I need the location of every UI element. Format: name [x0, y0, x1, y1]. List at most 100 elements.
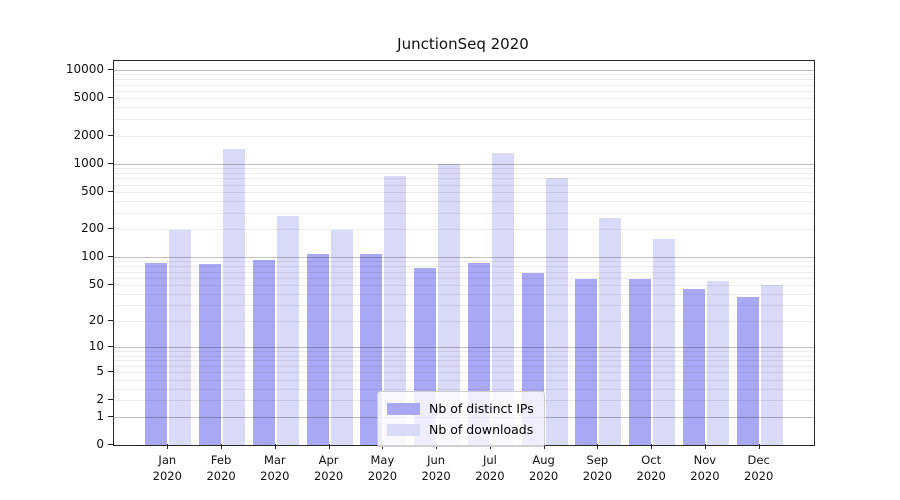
grid-line-major: [114, 257, 814, 259]
grid-line-minor: [114, 74, 814, 76]
bar-downloads: [491, 153, 514, 445]
grid-line-minor: [114, 261, 814, 263]
legend-swatch: [387, 402, 420, 415]
bar-distinct-ips: [736, 296, 759, 445]
bar-distinct-ips: [629, 279, 652, 445]
y-tick-mark: [108, 320, 113, 322]
bar-downloads: [223, 148, 246, 445]
x-tick-mark: [167, 444, 169, 449]
y-tick-mark: [108, 346, 113, 348]
y-tick-label: 20: [88, 313, 104, 328]
bar-distinct-ips: [575, 279, 598, 445]
x-tick-label: Mar 2020: [260, 453, 290, 483]
bar-downloads: [706, 281, 729, 445]
grid-line-minor: [114, 172, 814, 174]
y-tick-label: 2: [96, 392, 104, 407]
y-tick-mark: [108, 97, 113, 99]
grid-line-minor: [114, 212, 814, 214]
y-tick-label: 100: [81, 249, 104, 264]
legend-label: Nb of distinct IPs: [429, 401, 534, 416]
chart-title: JunctionSeq 2020: [397, 35, 529, 53]
y-tick-mark: [108, 228, 113, 230]
grid-line-minor: [114, 135, 814, 137]
grid-line-minor: [114, 79, 814, 81]
bar-downloads: [599, 218, 622, 445]
grid-line-minor: [114, 229, 814, 231]
x-tick-label: Dec 2020: [744, 453, 774, 483]
legend-swatch: [387, 423, 420, 436]
y-tick-label: 500: [81, 183, 104, 198]
bar-downloads: [384, 176, 407, 445]
grid-line-minor: [114, 168, 814, 170]
grid-line-minor: [114, 107, 814, 109]
x-tick-label: Apr 2020: [313, 453, 344, 483]
legend-label: Nb of downloads: [429, 422, 534, 437]
y-tick-mark: [108, 134, 113, 136]
y-tick-label: 10000: [65, 62, 104, 77]
x-tick-mark: [543, 444, 545, 449]
grid-line-major: [114, 70, 814, 72]
grid-line-minor: [114, 201, 814, 202]
y-tick-mark: [108, 256, 113, 258]
y-tick-label: 1: [96, 408, 104, 423]
grid-line-minor: [114, 178, 814, 180]
bar-downloads: [653, 239, 676, 445]
bar-downloads: [438, 163, 461, 445]
grid-line-minor: [114, 119, 814, 121]
x-tick-label: Feb 2020: [206, 453, 236, 483]
y-tick-mark: [108, 190, 113, 192]
bar-distinct-ips: [145, 263, 168, 445]
bar-downloads: [545, 178, 568, 445]
grid-line-minor: [114, 191, 814, 193]
y-tick-mark: [108, 284, 113, 285]
x-tick-label: Jul 2020: [475, 453, 505, 483]
y-tick-label: 2000: [73, 127, 104, 142]
x-tick-mark: [758, 444, 760, 449]
legend: Nb of distinct IPs Nb of downloads: [377, 391, 545, 447]
x-tick-mark: [274, 444, 276, 449]
y-tick-mark: [108, 415, 113, 417]
x-tick-mark: [597, 444, 599, 449]
grid-line-minor: [114, 90, 814, 92]
bar-downloads: [330, 229, 353, 445]
y-tick-label: 200: [81, 221, 104, 236]
y-tick-label: 5000: [73, 90, 104, 105]
legend-item: Nb of downloads: [387, 419, 534, 440]
y-tick-mark: [108, 162, 113, 164]
x-tick-mark: [704, 444, 706, 449]
x-tick-label: Sep 2020: [582, 453, 613, 483]
bar-downloads: [760, 285, 783, 445]
x-tick-label: Oct 2020: [636, 453, 666, 483]
y-tick-label: 0: [96, 437, 104, 451]
x-tick-mark: [651, 444, 653, 449]
legend-item: Nb of distinct IPs: [387, 398, 534, 419]
bar-distinct-ips: [199, 263, 222, 445]
x-tick-label: Jan 2020: [152, 453, 182, 483]
y-tick-mark: [108, 371, 113, 373]
y-tick-label: 50: [88, 277, 104, 291]
y-tick-label: 5: [96, 364, 104, 379]
x-tick-label: Aug 2020: [528, 453, 559, 483]
bar-distinct-ips: [306, 254, 329, 445]
plot-area: Nb of distinct IPs Nb of downloads: [113, 60, 815, 447]
bar-distinct-ips: [252, 259, 275, 445]
x-tick-label: Jun 2020: [421, 453, 451, 483]
x-tick-mark: [221, 444, 223, 449]
bar-downloads: [276, 215, 299, 445]
x-tick-label: May 2020: [367, 453, 398, 483]
x-tick-label: Nov 2020: [690, 453, 720, 483]
y-tick-label: 1000: [73, 155, 104, 170]
grid-line-major: [114, 163, 814, 165]
bar-distinct-ips: [360, 254, 383, 445]
y-tick-mark: [108, 399, 113, 401]
y-tick-label: 10: [88, 339, 104, 354]
x-tick-mark: [328, 444, 330, 449]
bar-distinct-ips: [682, 289, 705, 445]
grid-line-minor: [114, 98, 814, 100]
grid-line-minor: [114, 84, 814, 86]
y-tick-mark: [108, 69, 113, 71]
y-tick-mark: [108, 444, 113, 445]
grid-line-minor: [114, 184, 814, 186]
bar-downloads: [169, 230, 192, 445]
